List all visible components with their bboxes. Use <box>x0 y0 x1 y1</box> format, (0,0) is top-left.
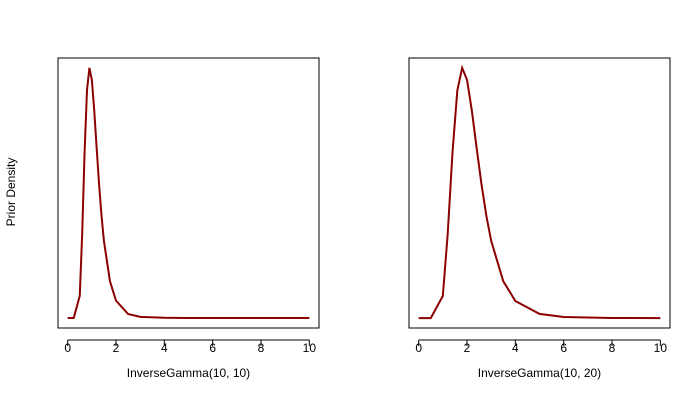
x-axis-label: InverseGamma(10, 20) <box>478 366 601 380</box>
x-axis-label: InverseGamma(10, 10) <box>127 366 250 380</box>
x-tick-label: 10 <box>303 341 317 355</box>
x-tick-label: 8 <box>258 341 265 355</box>
density-curve <box>67 67 310 319</box>
x-tick-label: 0 <box>64 341 71 355</box>
x-tick-label: 6 <box>209 341 216 355</box>
density-curve <box>418 64 661 320</box>
x-tick-label: 4 <box>512 341 519 355</box>
y-axis-label: Prior Density <box>4 158 18 227</box>
x-tick-label: 0 <box>415 341 422 355</box>
x-tick-label: 2 <box>464 341 471 355</box>
x-tick-label: 6 <box>560 341 567 355</box>
plot-frame <box>408 57 671 329</box>
x-tick-label: 4 <box>161 341 168 355</box>
x-tick-label: 8 <box>609 341 616 355</box>
plot-frame <box>57 57 320 329</box>
x-tick-label: 10 <box>654 341 668 355</box>
x-tick-label: 2 <box>113 341 120 355</box>
